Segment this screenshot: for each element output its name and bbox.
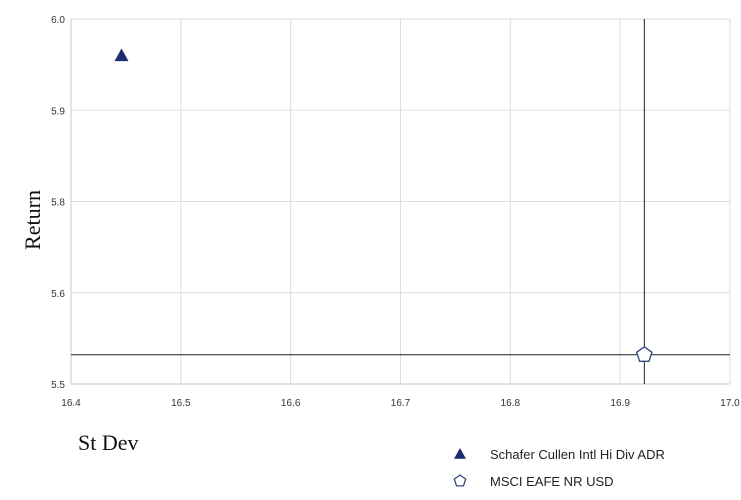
point-triangle (114, 48, 129, 62)
x-tick-label: 16.7 (391, 398, 411, 409)
legend-marker-triangle (454, 448, 466, 459)
x-tick-labels: 16.4 16.5 16.6 16.7 16.8 16.9 17.0 (61, 398, 740, 409)
y-axis-title: Return (20, 190, 45, 250)
x-tick-label: 16.5 (171, 398, 191, 409)
legend-entry: Schafer Cullen Intl Hi Div ADR (490, 447, 665, 462)
legend-marker-pentagon (453, 474, 467, 487)
y-tick-label: 6.0 (51, 15, 65, 26)
y-tick-labels: 5.5 5.6 5.8 5.9 6.0 (51, 15, 65, 391)
x-tick-label: 16.8 (501, 398, 521, 409)
gridlines (70, 18, 731, 385)
benchmark-crosshair (71, 19, 730, 384)
x-axis-title: St Dev (78, 430, 139, 455)
y-tick-label: 5.8 (51, 198, 65, 209)
y-tick-label: 5.5 (51, 380, 65, 391)
x-tick-label: 17.0 (720, 398, 740, 409)
x-tick-label: 16.4 (61, 398, 81, 409)
x-tick-label: 16.9 (610, 398, 630, 409)
legend: Schafer Cullen Intl Hi Div ADR MSCI EAFE … (453, 447, 665, 489)
legend-entry: MSCI EAFE NR USD (490, 474, 614, 489)
y-tick-label: 5.6 (51, 289, 65, 300)
data-points (114, 48, 653, 362)
y-tick-label: 5.9 (51, 106, 65, 117)
point-pentagon (635, 345, 653, 362)
x-tick-label: 16.6 (281, 398, 301, 409)
